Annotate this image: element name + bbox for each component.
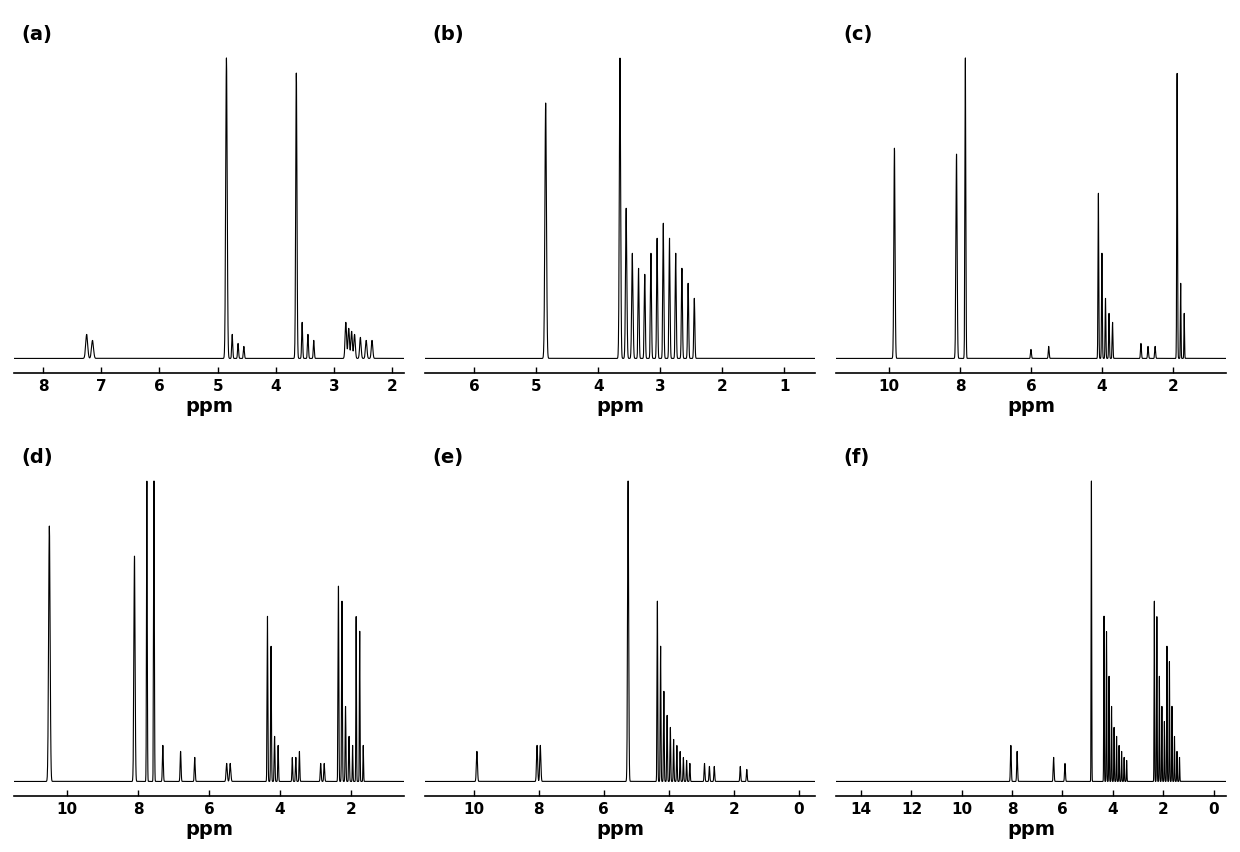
Text: (a): (a) bbox=[21, 25, 52, 43]
X-axis label: ppm: ppm bbox=[596, 819, 644, 838]
X-axis label: ppm: ppm bbox=[1007, 819, 1055, 838]
Text: (f): (f) bbox=[843, 447, 870, 466]
Text: (c): (c) bbox=[843, 25, 873, 43]
Text: (b): (b) bbox=[433, 25, 464, 43]
X-axis label: ppm: ppm bbox=[185, 819, 233, 838]
X-axis label: ppm: ppm bbox=[185, 397, 233, 416]
X-axis label: ppm: ppm bbox=[596, 397, 644, 416]
Text: (e): (e) bbox=[433, 447, 464, 466]
Text: (d): (d) bbox=[21, 447, 53, 466]
X-axis label: ppm: ppm bbox=[1007, 397, 1055, 416]
